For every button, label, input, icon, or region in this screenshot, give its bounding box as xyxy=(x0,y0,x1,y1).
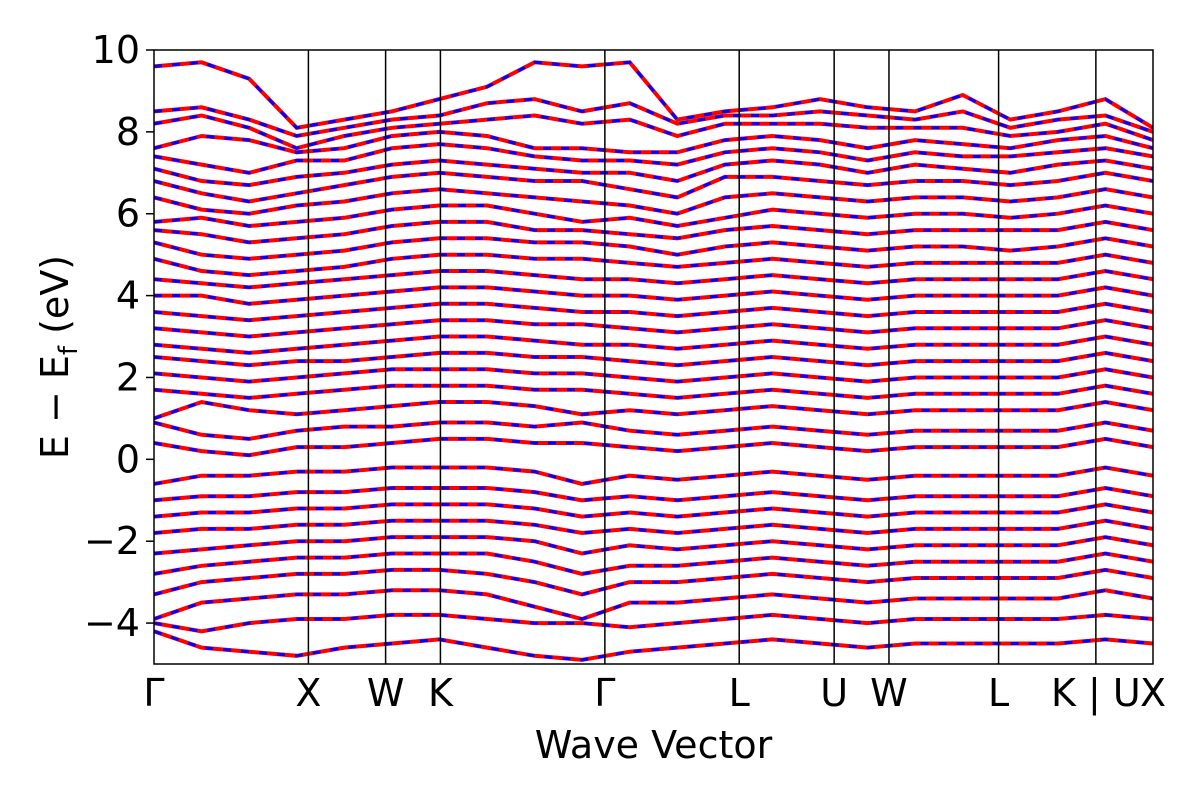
band-21-spin-up xyxy=(154,420,1153,441)
plot-frame xyxy=(153,49,1154,665)
band-30-spin-down xyxy=(154,588,1153,621)
y-axis-title-subscript: f xyxy=(54,345,84,355)
band-11-spin-down xyxy=(154,253,1153,277)
band-10-spin-up xyxy=(154,236,1153,261)
y-tick-label-4: 4 xyxy=(116,274,140,318)
y-axis-ticks: −4 −2 0 2 4 6 8 10 xyxy=(84,28,154,645)
x-tick-label-0: Γ xyxy=(143,671,164,715)
band-24-spin-down xyxy=(154,486,1153,502)
band-10-spin-down xyxy=(154,236,1153,261)
y-tick-label-7: 10 xyxy=(92,28,140,72)
band-16-spin-down xyxy=(154,334,1153,355)
band-20-spin-down xyxy=(154,400,1153,420)
y-tick-label-5: 6 xyxy=(116,192,140,236)
band-24-spin-up xyxy=(154,485,1153,503)
band-13-spin-down xyxy=(154,285,1153,306)
band-2-spin-down xyxy=(154,113,1153,150)
band-12-spin-down xyxy=(154,269,1153,289)
x-tick-label-2: W xyxy=(367,671,405,715)
band-30-spin-up xyxy=(154,588,1153,622)
band-28-spin-down xyxy=(154,551,1153,576)
band-27-spin-down xyxy=(154,535,1153,556)
x-tick-label-8: L xyxy=(988,671,1009,715)
band-17-spin-up xyxy=(154,350,1153,368)
x-tick-label-4: Γ xyxy=(594,671,615,715)
x-tick-label-7: W xyxy=(870,671,908,715)
x-tick-label-10: X xyxy=(1140,671,1166,715)
band-15-spin-down xyxy=(154,318,1153,339)
high-symmetry-lines xyxy=(307,50,1097,664)
x-axis-title: Wave Vector xyxy=(535,723,773,767)
band-4-spin-down xyxy=(154,142,1153,175)
band-9-spin-up xyxy=(154,219,1153,245)
y-axis-title: E − Ef (eV) xyxy=(33,255,84,459)
band-0-spin-down xyxy=(154,60,1153,130)
band-29-spin-down xyxy=(154,568,1153,596)
x-tick-label-6: U xyxy=(820,671,848,715)
band-26-spin-up xyxy=(154,518,1153,536)
x-tick-label-5: L xyxy=(729,671,750,715)
band-5-spin-down xyxy=(154,158,1153,187)
bands-layer xyxy=(154,60,1153,662)
band-3-spin-down xyxy=(154,130,1153,154)
band-25-spin-up xyxy=(154,502,1153,519)
y-tick-label-3: 2 xyxy=(116,355,140,399)
band-9-spin-down xyxy=(154,220,1153,244)
band-22-spin-down xyxy=(154,437,1153,457)
band-32-spin-down xyxy=(154,629,1153,662)
y-tick-label-6: 8 xyxy=(116,110,140,154)
y-tick-label-2: 0 xyxy=(116,437,140,481)
y-axis-title-main: E − E xyxy=(33,355,77,459)
band-7-spin-down xyxy=(154,187,1153,216)
band-8-spin-down xyxy=(154,203,1153,228)
x-tick-label-9: K | U xyxy=(1051,671,1141,716)
band-14-spin-down xyxy=(154,302,1153,322)
band-1-spin-down xyxy=(154,97,1153,138)
band-0-spin-up xyxy=(154,60,1153,130)
band-20-spin-up xyxy=(154,399,1153,421)
band-31-spin-up xyxy=(154,612,1153,634)
band-32-spin-up xyxy=(154,629,1153,662)
x-tick-label-3: K xyxy=(428,671,454,715)
band-2-spin-up xyxy=(154,113,1153,151)
band-31-spin-down xyxy=(154,613,1153,633)
band-18-spin-down xyxy=(154,367,1153,384)
x-tick-label-1: X xyxy=(295,671,321,715)
band-23-spin-down xyxy=(154,465,1153,486)
band-6-spin-down xyxy=(154,171,1153,204)
band-17-spin-down xyxy=(154,351,1153,367)
y-tick-label-1: −2 xyxy=(84,519,140,563)
band-19-spin-down xyxy=(154,384,1153,400)
y-axis-title-unit: (eV) xyxy=(33,255,77,346)
band-11-spin-up xyxy=(154,252,1153,278)
band-26-spin-down xyxy=(154,519,1153,535)
y-tick-label-0: −4 xyxy=(84,601,140,645)
band-21-spin-down xyxy=(154,420,1153,441)
band-25-spin-down xyxy=(154,502,1153,519)
